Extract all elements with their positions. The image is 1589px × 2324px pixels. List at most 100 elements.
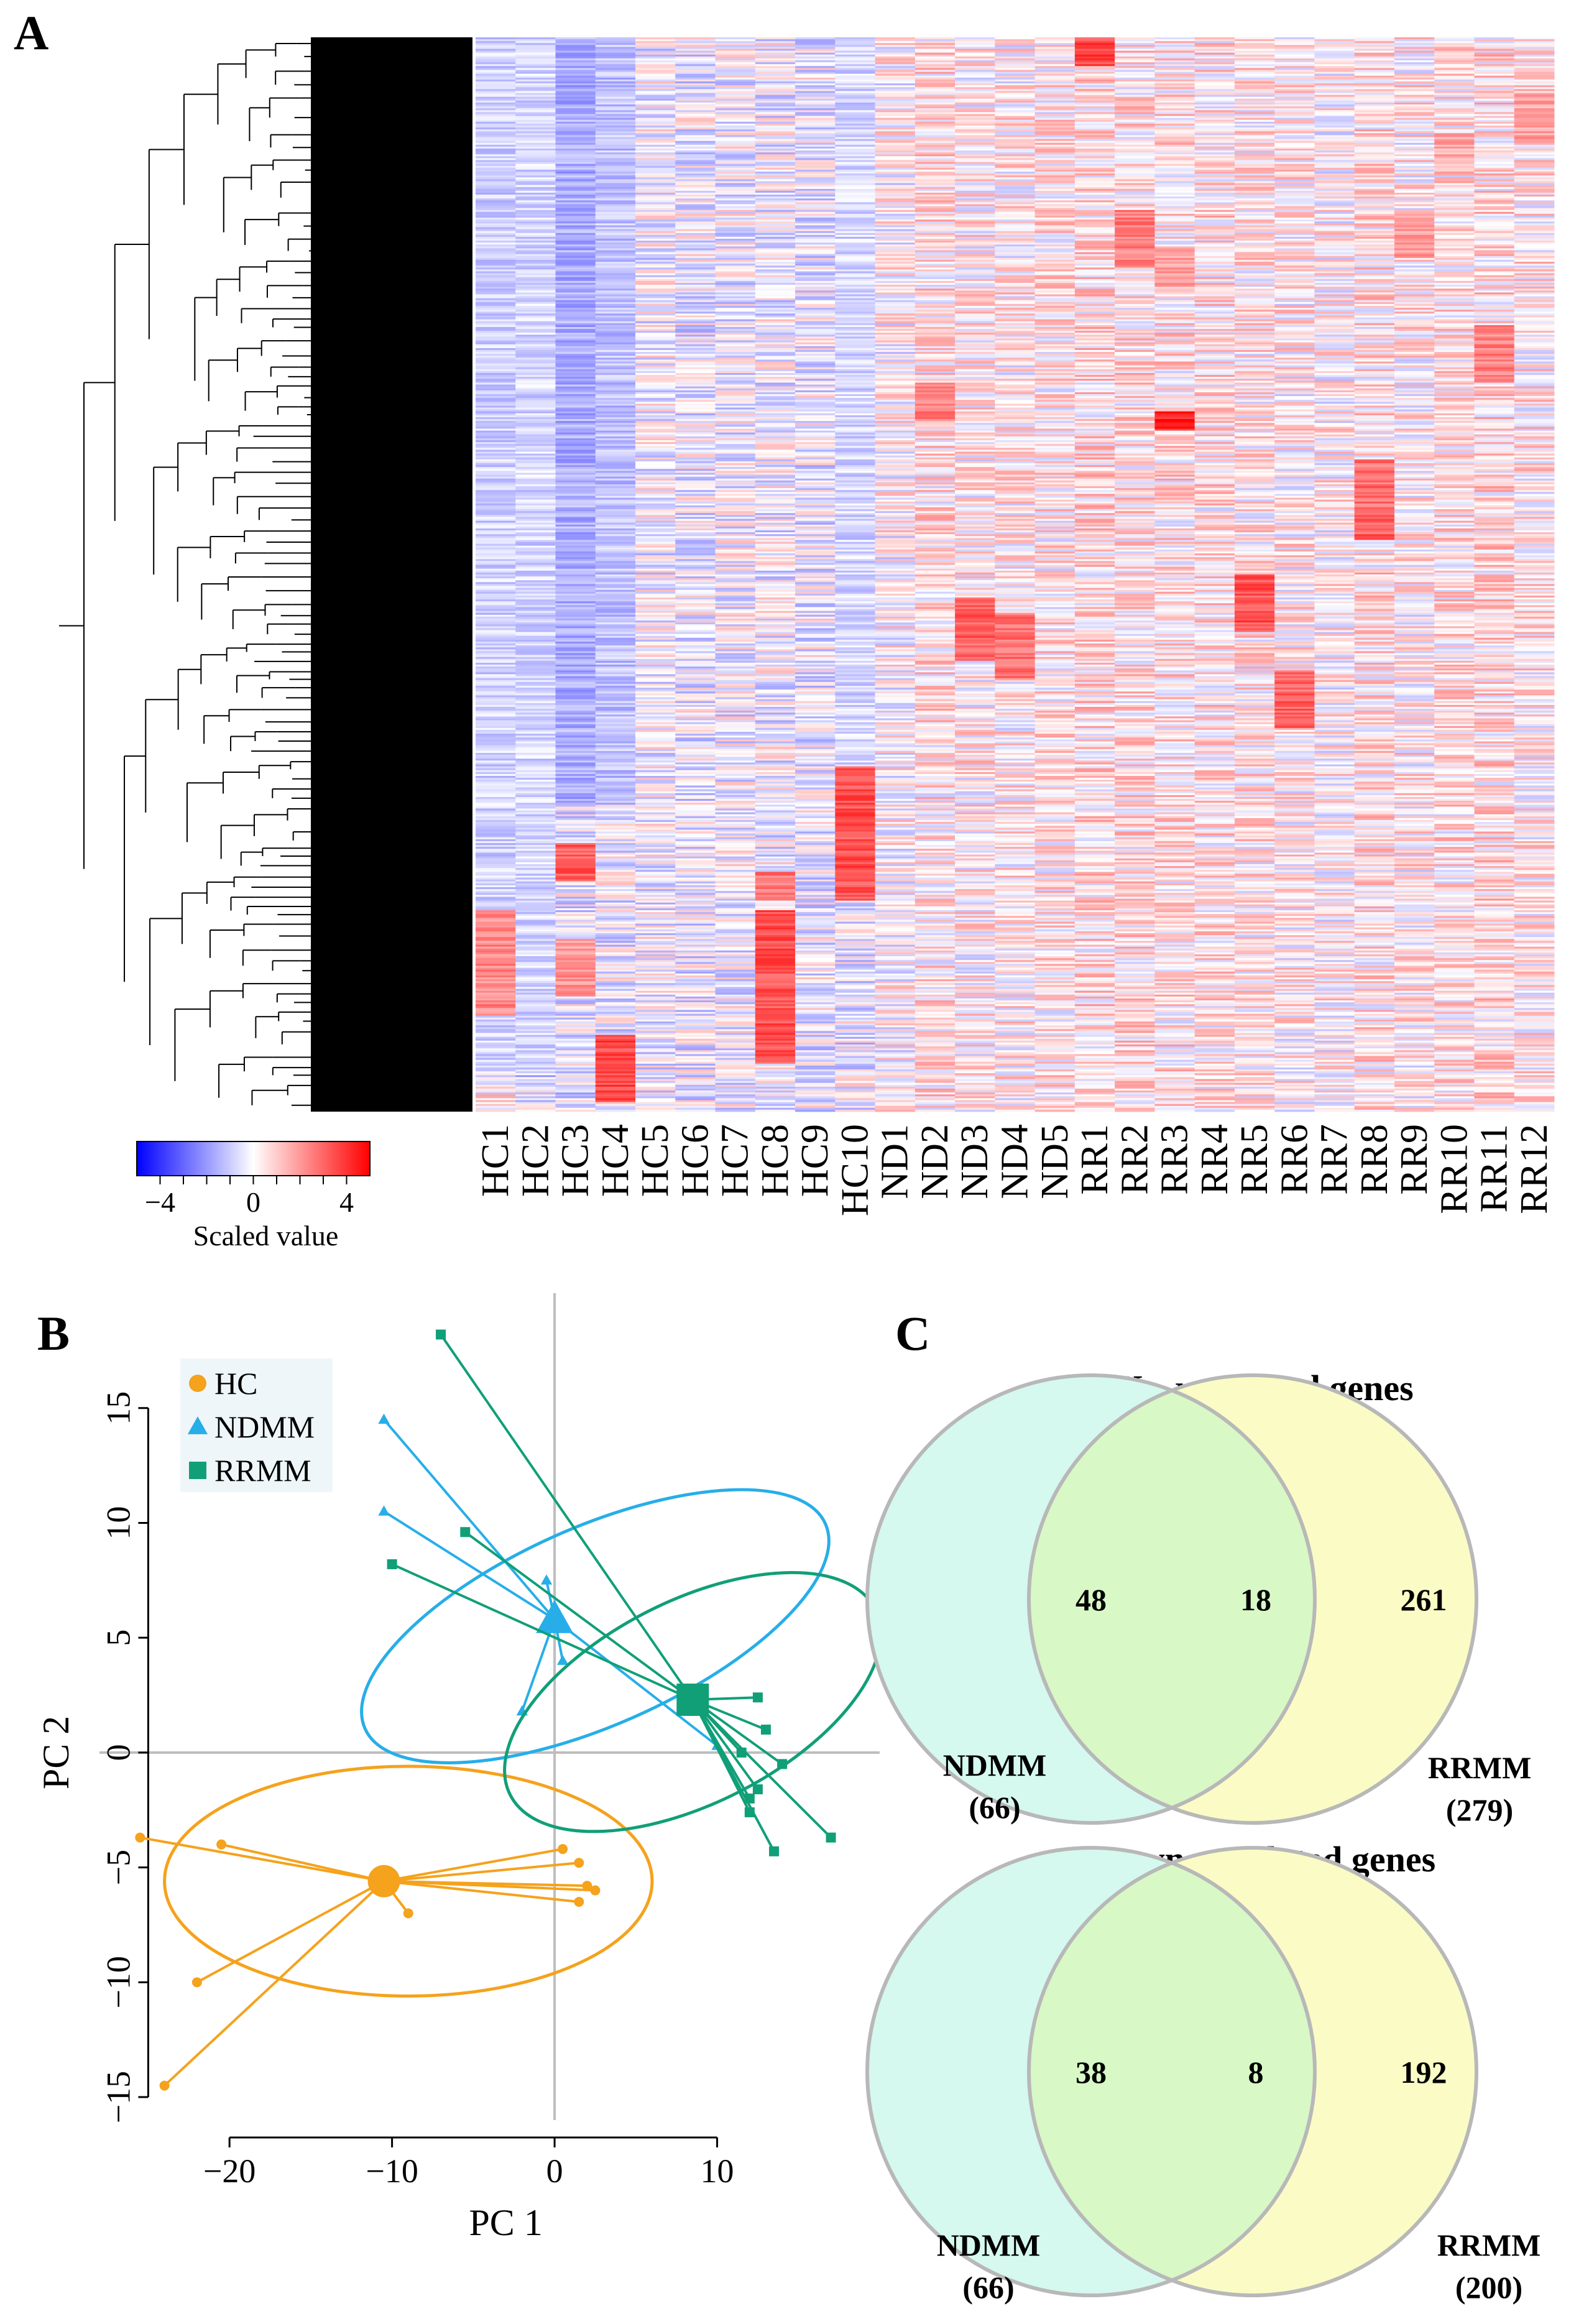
dendrogram-leaf-block (311, 37, 472, 1112)
venn-diagram-1: Down-regulated genes 38 8 192 NDMM (66) RRMM (2… (865, 1839, 1541, 2305)
pca-spoke (691, 1699, 751, 1813)
pca-y-tick-label: −15 (99, 2071, 137, 2123)
venn-label-rrmm: RRMM (1437, 2228, 1541, 2262)
column-label-rr11: RR11 (1473, 1124, 1516, 1212)
pca-spoke (691, 1699, 751, 1799)
pca-point (574, 1897, 584, 1907)
pca-point (378, 1413, 390, 1424)
column-label-rr10: RR10 (1433, 1124, 1475, 1214)
pca-spoke (140, 1836, 384, 1883)
pca-x-tick-label: 0 (546, 2152, 563, 2190)
column-label-rr12: RR12 (1513, 1124, 1555, 1214)
column-label-rr1: RR1 (1074, 1124, 1116, 1195)
venn-diagram-0: Up-regulated genes 48 18 261 NDMM (66) RRMM (27… (865, 1368, 1531, 1827)
column-label-rr7: RR7 (1314, 1124, 1356, 1195)
venn-circle-ndmm (867, 1848, 1315, 2295)
column-label-nd4: ND4 (994, 1124, 1036, 1199)
pca-spoke (164, 1880, 385, 2087)
column-label-rr2: RR2 (1113, 1124, 1156, 1195)
venn-total-rrmm: (279) (1446, 1792, 1513, 1827)
pca-spoke (464, 1531, 694, 1701)
pca-y-tick-label: −5 (99, 1850, 137, 1885)
pca-point (760, 1724, 771, 1735)
heatmap-cells (476, 37, 1555, 1112)
venn-count-ndmm-only: 48 (1075, 1582, 1107, 1617)
legend-marker-hc (189, 1375, 206, 1392)
pca-point (436, 1329, 446, 1340)
pca-point (736, 1747, 747, 1758)
pca-spoke (384, 1861, 579, 1883)
column-label-rr5: RR5 (1233, 1124, 1276, 1195)
pca-centroid-hc (367, 1865, 400, 1897)
column-label-rr9: RR9 (1393, 1124, 1435, 1195)
column-label-rr3: RR3 (1154, 1124, 1196, 1195)
pca-spoke (391, 1563, 694, 1701)
venn-circle-rrmm (1029, 1848, 1476, 2295)
column-label-rr6: RR6 (1273, 1124, 1315, 1195)
panel-label-c: C (895, 1306, 931, 1360)
venn-circle-ndmm (867, 1375, 1315, 1823)
column-label-hc6: HC6 (674, 1124, 716, 1197)
heatmap-panel: HC1HC2HC3HC4HC5HC6HC7HC8HC9HC10ND1ND2ND3… (59, 37, 1555, 1252)
venn-title: Up-regulated genes (1117, 1368, 1413, 1408)
pca-spoke (693, 1696, 758, 1701)
pca-spoke (553, 1619, 564, 1661)
pca-centroid-rrmm (676, 1683, 709, 1716)
colorbar-tick-label: −4 (145, 1186, 175, 1218)
pca-spoke (221, 1843, 384, 1883)
pca-point (744, 1807, 755, 1817)
pca-spoke (384, 1879, 596, 1892)
column-label-hc1: HC1 (474, 1124, 517, 1197)
pca-point (777, 1759, 788, 1769)
pca-group-rrmm (387, 1329, 883, 1856)
pca-spoke (196, 1880, 385, 1984)
column-label-hc5: HC5 (634, 1124, 676, 1197)
pca-point (135, 1832, 145, 1843)
legend-label-rrmm: RRMM (214, 1453, 311, 1488)
pca-point (826, 1832, 836, 1843)
pca-spoke (691, 1699, 743, 1754)
pca-point (216, 1839, 227, 1850)
pca-point (752, 1692, 763, 1703)
column-label-hc4: HC4 (594, 1124, 637, 1197)
colorbar-gradient (136, 1141, 371, 1176)
pca-spoke (384, 1879, 587, 1888)
pca-spoke (384, 1848, 563, 1883)
column-label-hc2: HC2 (514, 1124, 556, 1197)
pca-spoke (545, 1580, 556, 1620)
colorbar-tick-label: 0 (246, 1186, 260, 1218)
pca-point (191, 1977, 202, 1988)
pca-point (516, 1705, 528, 1716)
column-label-hc8: HC8 (754, 1124, 796, 1197)
column-label-hc7: HC7 (714, 1124, 757, 1197)
pca-legend: HC NDMM RRMM (180, 1358, 333, 1492)
venn-title: Down-regulated genes (1095, 1839, 1435, 1879)
column-label-nd3: ND3 (954, 1124, 996, 1199)
pca-point (744, 1793, 755, 1804)
column-label-nd1: ND1 (874, 1124, 916, 1199)
venn-overlap (1029, 1375, 1315, 1823)
pca-spoke (691, 1699, 832, 1838)
pca-y-tick-label: 10 (99, 1506, 137, 1539)
pca-point (460, 1527, 471, 1538)
pca-spoke (383, 1510, 556, 1621)
pca-spoke (692, 1699, 767, 1731)
venn-count-ndmm-only: 38 (1075, 2055, 1107, 2090)
pca-group-hc (135, 1764, 654, 2091)
column-label-nd2: ND2 (914, 1124, 956, 1199)
legend-label-ndmm: NDMM (214, 1409, 315, 1444)
column-label-nd5: ND5 (1034, 1124, 1076, 1199)
pca-spoke (440, 1334, 694, 1701)
pca-point (590, 1885, 601, 1896)
pca-point (711, 1740, 723, 1750)
column-label-hc10: HC10 (834, 1124, 876, 1216)
pca-point (752, 1784, 763, 1794)
pca-point (540, 1574, 553, 1585)
pca-ellipse-ndmm (360, 1488, 831, 1764)
pca-ellipse-rrmm (503, 1570, 883, 1833)
pca-point (582, 1881, 592, 1891)
pca-point (403, 1908, 413, 1919)
pca-plot-area: −15 −10 −5 0 5 10 15 −20 −10 0 10 PC 1 PC 2 HC NDMM RRM… (35, 1293, 883, 2243)
venn-count-rrmm-only: 261 (1401, 1582, 1447, 1617)
